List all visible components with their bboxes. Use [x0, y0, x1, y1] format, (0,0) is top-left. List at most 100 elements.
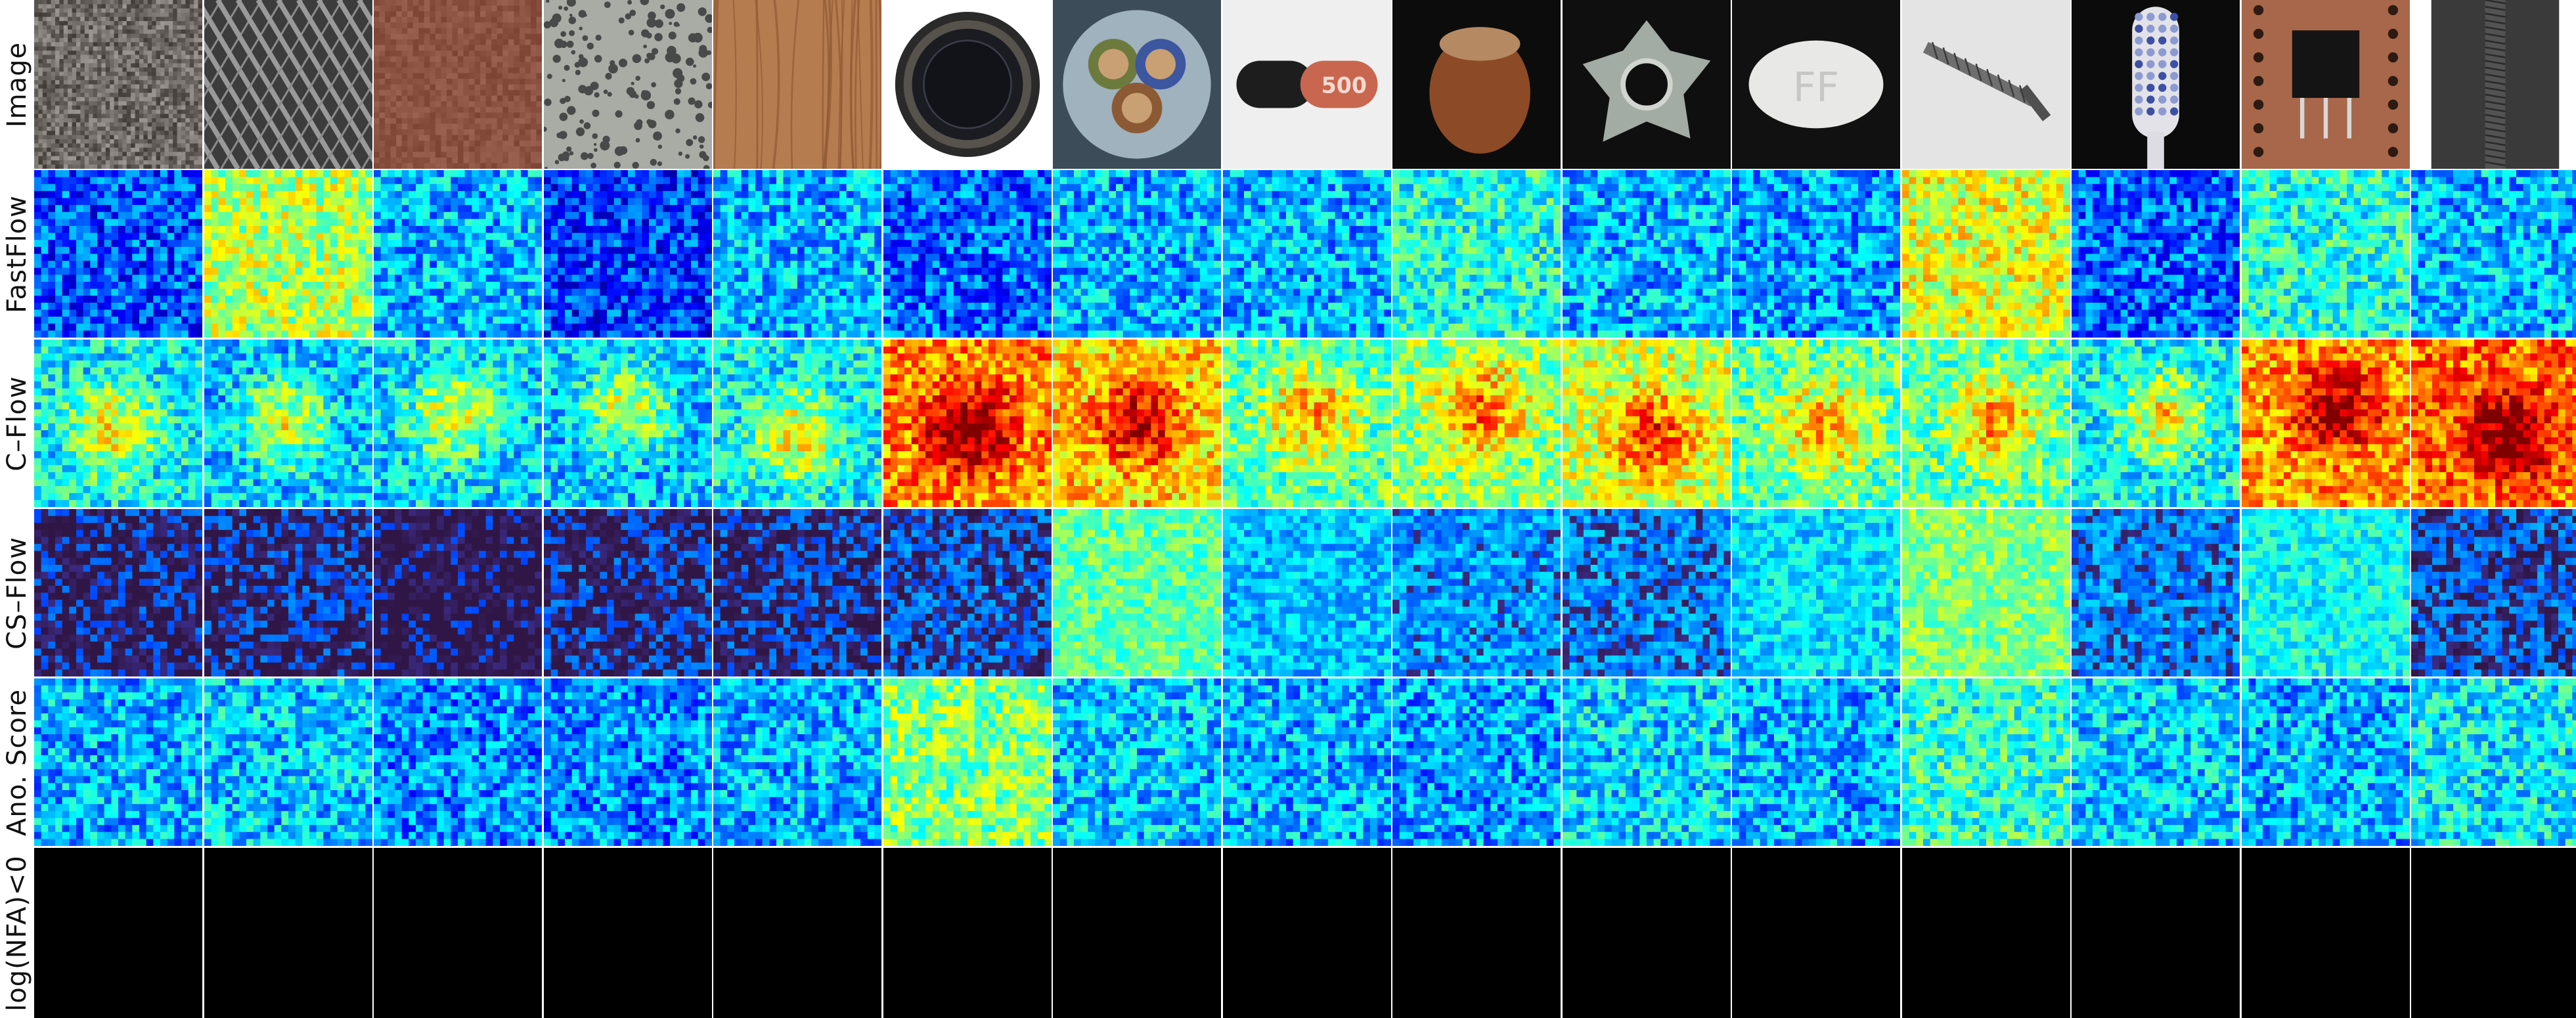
input-image-carpet	[34, 0, 202, 169]
fastflow-heatmap-hazelnut	[1392, 170, 1561, 338]
fastflow-heatmap-tile	[543, 170, 712, 338]
csflow-heatmap-bottle	[883, 509, 1052, 676]
row-label-fastflow-text: FastFlow	[2, 195, 32, 313]
anomaly-score-heatmap-leather	[374, 678, 542, 846]
row-label-fastflow: FastFlow	[0, 170, 34, 338]
anomaly-score-heatmap-bottle	[883, 678, 1052, 846]
nfa-mask-capsule	[1222, 848, 1391, 1018]
input-image-hazelnut	[1392, 0, 1561, 169]
fastflow-heatmap-screw	[1901, 170, 2070, 338]
cflow-heatmap-tile	[543, 340, 712, 507]
cflow-heatmap-pill	[1732, 340, 1900, 507]
row-label-anomaly-score: Ano. Score	[0, 678, 34, 846]
row-label-cflow: C–Flow	[0, 340, 34, 507]
row-label-anomaly-score-text: Ano. Score	[2, 689, 32, 836]
row-label-image: Image	[0, 0, 34, 169]
input-image-tile	[543, 0, 712, 169]
nfa-mask-hazelnut	[1392, 848, 1561, 1018]
csflow-heatmap-toothbrush	[2072, 509, 2240, 676]
cflow-heatmap-hazelnut	[1392, 340, 1561, 507]
fastflow-heatmap-leather	[374, 170, 542, 338]
row-label-nfa-text: log(NFA)<0	[2, 855, 32, 1011]
cflow-heatmap-cable	[1053, 340, 1221, 507]
row-label-image-text: Image	[2, 41, 32, 127]
anomaly-score-heatmap-hazelnut	[1392, 678, 1561, 846]
anomaly-score-heatmap-tile	[543, 678, 712, 846]
cflow-heatmap-leather	[374, 340, 542, 507]
cflow-heatmap-metal-nut	[1562, 340, 1731, 507]
nfa-mask-cable	[1053, 848, 1221, 1018]
cflow-heatmap-carpet	[34, 340, 202, 507]
cflow-heatmap-toothbrush	[2072, 340, 2240, 507]
csflow-heatmap-grid	[204, 509, 372, 676]
nfa-mask-wood	[713, 848, 881, 1018]
cflow-heatmap-wood	[713, 340, 881, 507]
nfa-mask-leather	[374, 848, 542, 1018]
input-image-pill: FF	[1732, 0, 1900, 169]
csflow-heatmap-carpet	[34, 509, 202, 676]
csflow-heatmap-zipper	[2411, 509, 2576, 676]
row-label-csflow: CS–Flow	[0, 509, 34, 676]
csflow-heatmap-leather	[374, 509, 542, 676]
fastflow-heatmap-zipper	[2411, 170, 2576, 338]
anomaly-score-heatmap-zipper	[2411, 678, 2576, 846]
cflow-heatmap-grid	[204, 340, 372, 507]
input-image-bottle	[883, 0, 1052, 169]
nfa-mask-metal-nut	[1562, 848, 1731, 1018]
fastflow-heatmap-toothbrush	[2072, 170, 2240, 338]
anomaly-score-heatmap-carpet	[34, 678, 202, 846]
cflow-heatmap-screw	[1901, 340, 2070, 507]
anomaly-score-heatmap-grid	[204, 678, 372, 846]
cflow-heatmap-zipper	[2411, 340, 2576, 507]
csflow-heatmap-metal-nut	[1562, 509, 1731, 676]
cflow-heatmap-bottle	[883, 340, 1052, 507]
input-image-capsule: 500	[1222, 0, 1391, 169]
input-image-toothbrush	[2072, 0, 2240, 169]
input-image-grid	[204, 0, 372, 169]
input-image-zipper	[2411, 0, 2576, 169]
row-label-csflow-text: CS–Flow	[2, 537, 32, 650]
csflow-heatmap-capsule	[1222, 509, 1391, 676]
input-image-wood	[713, 0, 881, 169]
anomaly-score-heatmap-cable	[1053, 678, 1221, 846]
fastflow-heatmap-wood	[713, 170, 881, 338]
csflow-heatmap-wood	[713, 509, 881, 676]
anomaly-score-heatmap-toothbrush	[2072, 678, 2240, 846]
fastflow-heatmap-capsule	[1222, 170, 1391, 338]
input-image-leather	[374, 0, 542, 169]
cflow-heatmap-capsule	[1222, 340, 1391, 507]
fastflow-heatmap-metal-nut	[1562, 170, 1731, 338]
input-image-metal-nut	[1562, 0, 1731, 169]
csflow-heatmap-pill	[1732, 509, 1900, 676]
csflow-heatmap-transistor	[2241, 509, 2410, 676]
anomaly-score-heatmap-transistor	[2241, 678, 2410, 846]
nfa-mask-toothbrush	[2072, 848, 2240, 1018]
capsule-imprint: 500	[1321, 72, 1366, 98]
fastflow-heatmap-grid	[204, 170, 372, 338]
input-image-cable	[1053, 0, 1221, 169]
nfa-mask-carpet	[34, 848, 202, 1018]
cflow-heatmap-transistor	[2241, 340, 2410, 507]
input-image-screw	[1901, 0, 2070, 169]
anomaly-score-heatmap-pill	[1732, 678, 1900, 846]
anomaly-score-heatmap-wood	[713, 678, 881, 846]
nfa-mask-transistor	[2241, 848, 2410, 1018]
row-label-cflow-text: C–Flow	[2, 376, 32, 471]
fastflow-heatmap-bottle	[883, 170, 1052, 338]
nfa-mask-pill	[1732, 848, 1900, 1018]
nfa-mask-zipper	[2411, 848, 2576, 1018]
nfa-mask-tile	[543, 848, 712, 1018]
csflow-heatmap-screw	[1901, 509, 2070, 676]
csflow-heatmap-cable	[1053, 509, 1221, 676]
nfa-mask-grid	[204, 848, 372, 1018]
anomaly-score-heatmap-screw	[1901, 678, 2070, 846]
fastflow-heatmap-carpet	[34, 170, 202, 338]
fastflow-heatmap-pill	[1732, 170, 1900, 338]
anomaly-score-heatmap-metal-nut	[1562, 678, 1731, 846]
nfa-mask-bottle	[883, 848, 1052, 1018]
row-label-nfa: log(NFA)<0	[0, 848, 34, 1018]
input-image-transistor	[2241, 0, 2410, 169]
fastflow-heatmap-transistor	[2241, 170, 2410, 338]
nfa-mask-screw	[1901, 848, 2070, 1018]
